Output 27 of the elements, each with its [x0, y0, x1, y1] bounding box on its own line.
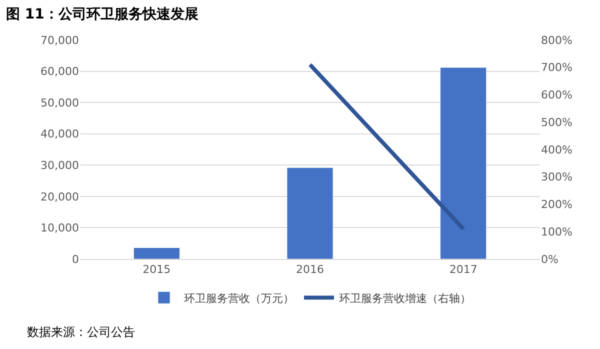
y-tick-label: 0 [72, 252, 79, 266]
x-tick-label: 2016 [296, 263, 324, 276]
y2-tick-label: 300% [541, 170, 572, 184]
y2-tick-label: 100% [541, 225, 572, 238]
y2-tick-label: 600% [541, 88, 572, 102]
y2-tick-label: 500% [541, 116, 572, 129]
source-note: 数据来源：公司公告 [27, 325, 135, 339]
y-tick-label: 40,000 [40, 128, 79, 141]
legend-label: 环卫服务营收增速（右轴） [339, 292, 471, 305]
y-tick-label: 10,000 [40, 222, 79, 235]
x-tick-label: 2015 [142, 263, 171, 276]
y-tick-label: 70,000 [40, 34, 79, 47]
y2-tick-label: 800% [541, 34, 572, 47]
y-tick-label: 60,000 [40, 65, 79, 78]
legend-label: 环卫服务营收（万元） [184, 292, 294, 305]
y2-tick-label: 200% [541, 198, 572, 212]
x-tick-label: 2017 [449, 263, 478, 276]
y2-tick-label: 700% [541, 61, 572, 74]
y-tick-label: 30,000 [40, 158, 79, 172]
y-tick-label: 50,000 [40, 96, 79, 110]
y2-tick-label: 0% [541, 252, 558, 266]
y2-tick-label: 400% [541, 143, 572, 156]
bar [286, 167, 334, 259]
bar [133, 247, 180, 259]
bar [440, 67, 487, 259]
y-tick-label: 20,000 [40, 190, 79, 204]
chart-title: 图 11：公司环卫服务快速发展 [6, 6, 198, 23]
